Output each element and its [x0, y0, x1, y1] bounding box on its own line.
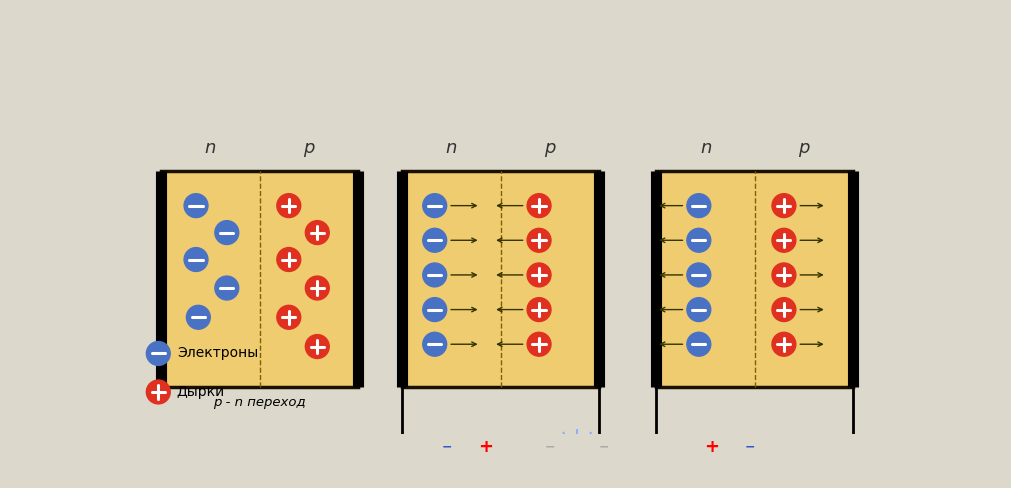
- Text: p: p: [544, 139, 555, 157]
- Bar: [402, 171, 599, 386]
- Circle shape: [184, 247, 207, 271]
- Text: +: +: [704, 438, 719, 456]
- Circle shape: [686, 228, 710, 252]
- Text: n: n: [700, 139, 711, 157]
- Circle shape: [423, 228, 446, 252]
- Circle shape: [184, 194, 207, 218]
- Bar: [824, 460, 837, 482]
- Text: n: n: [445, 139, 457, 157]
- Text: p: p: [302, 139, 314, 157]
- Circle shape: [771, 194, 795, 218]
- Circle shape: [423, 194, 446, 218]
- Text: −: −: [599, 441, 609, 454]
- Bar: [656, 171, 852, 386]
- Text: p - n переход: p - n переход: [213, 396, 305, 409]
- Circle shape: [527, 194, 550, 218]
- Text: Электроны: Электроны: [177, 346, 258, 361]
- Text: n: n: [204, 139, 216, 157]
- Circle shape: [771, 263, 795, 287]
- Circle shape: [305, 335, 329, 359]
- Circle shape: [771, 298, 795, 322]
- Circle shape: [527, 228, 550, 252]
- Circle shape: [686, 298, 710, 322]
- Circle shape: [147, 342, 170, 366]
- Circle shape: [812, 444, 849, 480]
- Circle shape: [186, 305, 210, 329]
- Polygon shape: [704, 447, 752, 480]
- Circle shape: [305, 276, 329, 300]
- Circle shape: [423, 332, 446, 356]
- Polygon shape: [450, 447, 498, 480]
- Text: Дырки: Дырки: [177, 385, 224, 399]
- Circle shape: [771, 332, 795, 356]
- Circle shape: [277, 194, 300, 218]
- Circle shape: [305, 221, 329, 244]
- Circle shape: [423, 298, 446, 322]
- Text: +: +: [477, 438, 492, 456]
- Bar: [569, 460, 583, 482]
- Circle shape: [214, 221, 239, 244]
- Circle shape: [277, 305, 300, 329]
- Circle shape: [527, 263, 550, 287]
- Circle shape: [214, 276, 239, 300]
- Text: p: p: [798, 139, 809, 157]
- Circle shape: [147, 380, 170, 404]
- Circle shape: [558, 444, 595, 480]
- Circle shape: [771, 228, 795, 252]
- Text: −: −: [442, 441, 452, 454]
- Bar: [161, 171, 357, 386]
- Circle shape: [423, 263, 446, 287]
- Circle shape: [686, 263, 710, 287]
- Circle shape: [277, 247, 300, 271]
- Circle shape: [527, 298, 550, 322]
- Circle shape: [686, 194, 710, 218]
- Text: −: −: [744, 441, 755, 454]
- Text: −: −: [545, 441, 555, 454]
- Circle shape: [527, 332, 550, 356]
- Circle shape: [686, 332, 710, 356]
